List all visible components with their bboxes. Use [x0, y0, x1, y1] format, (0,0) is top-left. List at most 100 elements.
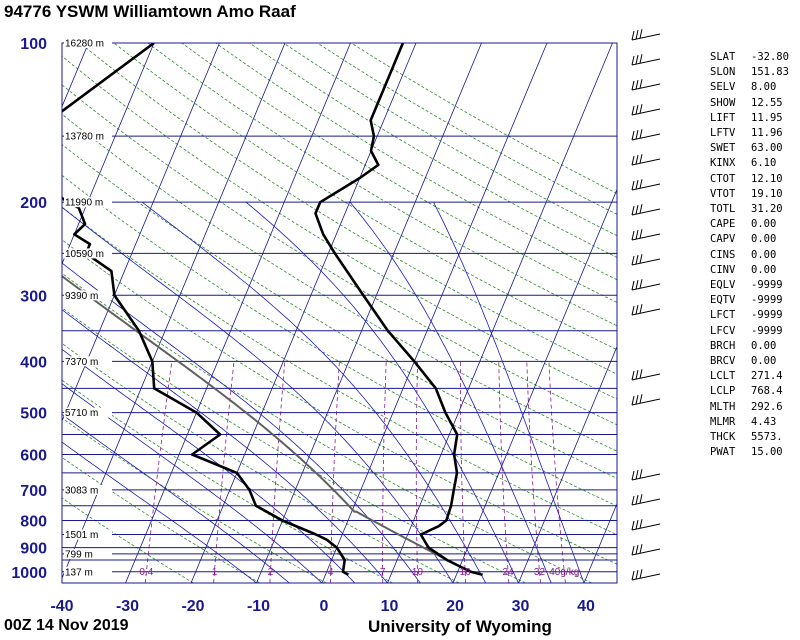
pressure-tick-label: 1000: [11, 565, 47, 582]
wind-barb-shaft: [631, 108, 661, 116]
wind-barb-feather: [639, 569, 643, 579]
wind-barb-shaft: [631, 33, 661, 41]
pressure-tick-label: 700: [20, 483, 47, 500]
height-label-bg: [64, 248, 112, 259]
dry-adiabat-line: [62, 342, 460, 583]
index-row: LFCV -9999: [710, 324, 789, 339]
wind-barb-shaft: [631, 58, 661, 66]
moist-adiabat-line: [62, 383, 323, 583]
dewpoint-line: [62, 43, 350, 576]
index-key: MLMR: [710, 415, 736, 428]
wind-barb-feather: [635, 154, 639, 165]
moist-adiabat-line: [349, 201, 552, 583]
wind-barb-feather: [631, 205, 635, 216]
height-label: 799 m: [65, 549, 93, 560]
moist-adiabat-line: [62, 413, 290, 583]
index-row: LCLT 271.4: [710, 369, 789, 384]
index-row: PWAT 15.00: [710, 445, 789, 460]
temperature-tick-labels: -40 -30 -20 -10 0 10 20 30 40: [50, 598, 595, 615]
wind-barb: [631, 229, 661, 241]
isotherm-line: [0, 43, 23, 583]
wind-barb-feather: [639, 544, 643, 554]
index-value: 12.55: [751, 96, 783, 109]
wind-barb-feather: [631, 520, 635, 531]
wind-barb-feather: [631, 495, 635, 506]
wind-barb: [631, 104, 661, 116]
wind-barb-feather: [639, 54, 643, 64]
dry-adiabat-line: [113, 43, 617, 351]
index-key: BRCV: [710, 355, 736, 368]
wind-barb-feather: [635, 569, 639, 580]
index-key: CINV: [710, 263, 736, 276]
wind-barb-shaft: [631, 548, 661, 556]
mixing-ratio-lines: [144, 361, 566, 583]
index-key: EQLV: [710, 279, 736, 292]
dry-adiabat-line: [62, 456, 261, 583]
isotherm-line: [62, 43, 220, 423]
isotherm-line: [387, 43, 613, 583]
wind-barb-shaft: [631, 233, 661, 241]
wind-barb-feather: [635, 469, 639, 480]
wind-barb-feather: [639, 179, 643, 189]
index-value: 6.10: [751, 157, 777, 170]
mixing-ratio-label: 32: [534, 567, 546, 578]
index-key: KINX: [710, 157, 736, 170]
wind-barb-feather: [631, 155, 635, 166]
mixing-ratio-label: 1: [212, 567, 218, 578]
index-value: 63.00: [751, 142, 783, 155]
wind-barb-feather: [631, 305, 635, 316]
index-value: 0.00: [751, 233, 777, 246]
wind-barb: [631, 569, 661, 581]
wind-barb: [631, 519, 661, 531]
index-row: SLON 151.83: [710, 65, 789, 80]
mixing-ratio-label: 7: [380, 567, 386, 578]
index-row: CAPE 0.00: [710, 217, 789, 232]
parcel-path: [62, 274, 472, 573]
wind-barb-feather: [635, 229, 639, 240]
index-key: LFCT: [710, 309, 736, 322]
height-label: 3083 m: [65, 485, 98, 496]
wind-barb-feather: [639, 29, 643, 39]
index-key: LFTV: [710, 127, 736, 140]
dry-adiabat-line: [62, 143, 617, 479]
wind-barb-shaft: [631, 398, 661, 406]
index-value: -32.80: [751, 51, 789, 63]
isobars: [62, 42, 617, 573]
wind-barbs: [631, 29, 661, 581]
temperature-line: [314, 43, 483, 577]
dry-adiabat-line: [62, 206, 617, 536]
index-row: CAPV 0.00: [710, 232, 789, 247]
index-value: 12.10: [751, 172, 783, 185]
mixing-ratio-label: 2: [268, 567, 274, 578]
wind-barb-feather: [635, 179, 639, 190]
index-value: 271.4: [751, 370, 783, 383]
mixing-ratio-line: [269, 361, 286, 583]
height-label-bg: [64, 566, 112, 577]
moist-adiabat-line: [433, 202, 585, 583]
dry-adiabat-line: [62, 84, 617, 426]
index-value: 0.00: [751, 248, 777, 261]
wind-barb: [631, 129, 661, 141]
isotherm-line: [62, 43, 89, 108]
chart-title: 94776 YSWM Williamtown Amo Raaf: [4, 2, 296, 21]
wind-barb-feather: [635, 369, 639, 380]
index-row: KINX 6.10: [710, 156, 789, 171]
wind-barb-shaft: [631, 473, 661, 481]
index-value: 4.43: [751, 415, 777, 428]
temperature-tick-label: 40: [577, 598, 595, 615]
dry-adiabat-line: [62, 417, 327, 583]
wind-barb: [631, 469, 661, 481]
index-key: PWAT: [710, 446, 736, 459]
index-value: 31.20: [751, 203, 783, 216]
height-label: 11990 m: [65, 198, 103, 209]
height-label: 5710 m: [65, 408, 98, 419]
wind-barb-feather: [631, 180, 635, 191]
mixing-ratio-line: [213, 361, 235, 583]
index-key: LIFT: [710, 111, 736, 124]
index-key: BRCH: [710, 339, 736, 352]
index-row: LIFT 11.95: [710, 111, 789, 126]
index-row: VTOT 19.10: [710, 187, 789, 202]
wind-barb-feather: [631, 105, 635, 116]
index-value: -9999: [751, 294, 783, 307]
wind-barb-feather: [639, 79, 643, 89]
